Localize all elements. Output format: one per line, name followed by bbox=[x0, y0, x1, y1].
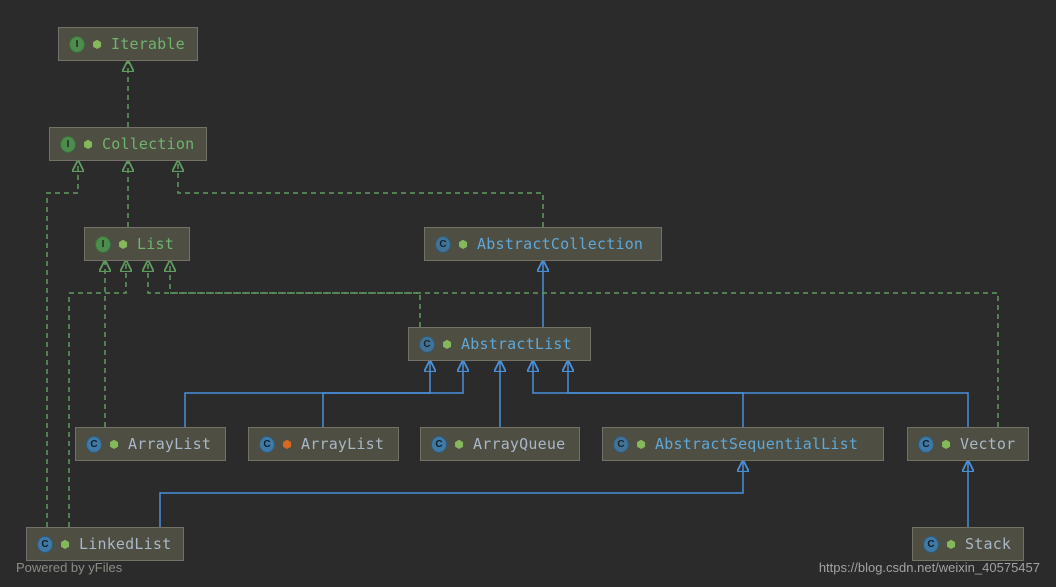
node-label: ArrayList bbox=[128, 435, 211, 453]
edge-Vector-to-AbstractList bbox=[568, 361, 968, 427]
node-label: LinkedList bbox=[79, 535, 171, 553]
lock-icon: ⬢ bbox=[117, 238, 129, 250]
lock-icon: ⬢ bbox=[108, 438, 120, 450]
node-ArrayList_priv[interactable]: C ⬢ ArrayList bbox=[248, 427, 399, 461]
node-label: Stack bbox=[965, 535, 1011, 553]
node-label: Vector bbox=[960, 435, 1015, 453]
class-badge-icon: C bbox=[431, 436, 447, 452]
edge-ArrayList_priv-to-AbstractList bbox=[323, 361, 463, 427]
node-label: ArrayList bbox=[301, 435, 384, 453]
lock-icon: ⬢ bbox=[457, 238, 469, 250]
footer-left: Powered by yFiles bbox=[16, 560, 122, 575]
lock-icon: ⬢ bbox=[945, 538, 957, 550]
node-label: List bbox=[137, 235, 174, 253]
class-badge-icon: C bbox=[86, 436, 102, 452]
node-label: Iterable bbox=[111, 35, 185, 53]
node-label: AbstractCollection bbox=[477, 235, 643, 253]
edge-AbstractList-to-List bbox=[170, 261, 420, 327]
node-AbstractCollection[interactable]: C ⬢ AbstractCollection bbox=[424, 227, 662, 261]
lock-icon: ⬢ bbox=[91, 38, 103, 50]
node-label: Collection bbox=[102, 135, 194, 153]
node-label: AbstractSequentialList bbox=[655, 435, 858, 453]
node-Stack[interactable]: C ⬢ Stack bbox=[912, 527, 1024, 561]
node-AbstractSequentialList[interactable]: C ⬢ AbstractSequentialList bbox=[602, 427, 884, 461]
class-badge-icon: C bbox=[37, 536, 53, 552]
lock-icon: ⬢ bbox=[441, 338, 453, 350]
interface-badge-icon: I bbox=[95, 236, 111, 252]
class_priv-badge-icon: C bbox=[259, 436, 275, 452]
abstract-badge-icon: C bbox=[419, 336, 435, 352]
node-label: AbstractList bbox=[461, 335, 572, 353]
edge-LinkedList-to-AbstractSequentialList bbox=[160, 461, 743, 527]
edge-AbstractCollection-to-Collection bbox=[178, 161, 543, 227]
footer-right: https://blog.csdn.net/weixin_40575457 bbox=[819, 560, 1040, 575]
interface-badge-icon: I bbox=[69, 36, 85, 52]
edges-layer bbox=[0, 0, 1056, 587]
node-AbstractList[interactable]: C ⬢ AbstractList bbox=[408, 327, 591, 361]
class-badge-icon: C bbox=[923, 536, 939, 552]
lock-icon: ⬢ bbox=[635, 438, 647, 450]
lock-icon: ⬢ bbox=[453, 438, 465, 450]
interface-badge-icon: I bbox=[60, 136, 76, 152]
lock-icon: ⬢ bbox=[281, 438, 293, 450]
node-Collection[interactable]: I ⬢ Collection bbox=[49, 127, 207, 161]
node-ArrayQueue[interactable]: C ⬢ ArrayQueue bbox=[420, 427, 580, 461]
node-LinkedList[interactable]: C ⬢ LinkedList bbox=[26, 527, 184, 561]
node-ArrayList_pub[interactable]: C ⬢ ArrayList bbox=[75, 427, 226, 461]
node-label: ArrayQueue bbox=[473, 435, 565, 453]
abstract-badge-icon: C bbox=[435, 236, 451, 252]
edge-LinkedList-to-List bbox=[69, 261, 126, 527]
lock-icon: ⬢ bbox=[940, 438, 952, 450]
node-List[interactable]: I ⬢ List bbox=[84, 227, 190, 261]
lock-icon: ⬢ bbox=[59, 538, 71, 550]
lock-icon: ⬢ bbox=[82, 138, 94, 150]
node-Iterable[interactable]: I ⬢ Iterable bbox=[58, 27, 198, 61]
abstract-badge-icon: C bbox=[613, 436, 629, 452]
edge-AbstractSequentialList-to-AbstractList bbox=[533, 361, 743, 427]
edge-ArrayList_pub-to-AbstractList bbox=[185, 361, 430, 427]
edge-LinkedList-to-Collection bbox=[47, 161, 78, 527]
class-badge-icon: C bbox=[918, 436, 934, 452]
node-Vector[interactable]: C ⬢ Vector bbox=[907, 427, 1029, 461]
